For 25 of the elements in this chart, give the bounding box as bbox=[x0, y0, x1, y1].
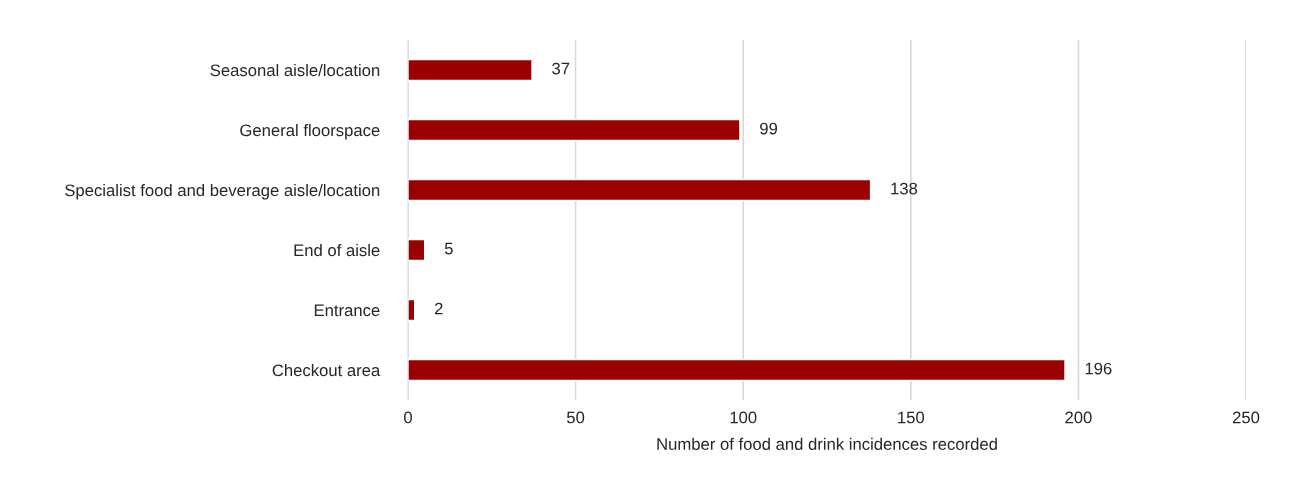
x-axis-title: Number of food and drink incidences recorded bbox=[657, 437, 997, 450]
y-tick-label: End of aisle bbox=[294, 243, 380, 257]
x-tick-label: 100 bbox=[730, 411, 757, 424]
y-tick-label: Checkout area bbox=[272, 363, 381, 377]
data-label: 138 bbox=[891, 182, 918, 195]
data-label: 5 bbox=[444, 242, 453, 255]
y-tick-label: General floorspace bbox=[240, 123, 380, 140]
y-tick-label: Seasonal aisle/location bbox=[210, 63, 380, 77]
data-label: 99 bbox=[760, 122, 778, 135]
x-tick-label: 250 bbox=[1232, 411, 1260, 424]
bar bbox=[408, 238, 426, 262]
bar bbox=[408, 298, 416, 322]
x-tick-label: 200 bbox=[1065, 411, 1092, 424]
bar bbox=[408, 358, 1066, 382]
data-label: 196 bbox=[1085, 362, 1112, 375]
y-tick-label: Entrance bbox=[314, 304, 380, 317]
x-tick-label: 50 bbox=[567, 411, 585, 424]
x-tick-label: 150 bbox=[898, 411, 925, 424]
bar bbox=[408, 178, 872, 202]
data-label: 2 bbox=[434, 302, 443, 315]
bar bbox=[408, 118, 741, 142]
data-label: 37 bbox=[552, 62, 570, 75]
bar bbox=[408, 58, 533, 82]
x-tick-label: 0 bbox=[404, 411, 412, 424]
y-tick-label: Specialist food and beverage aisle/location bbox=[65, 183, 380, 200]
